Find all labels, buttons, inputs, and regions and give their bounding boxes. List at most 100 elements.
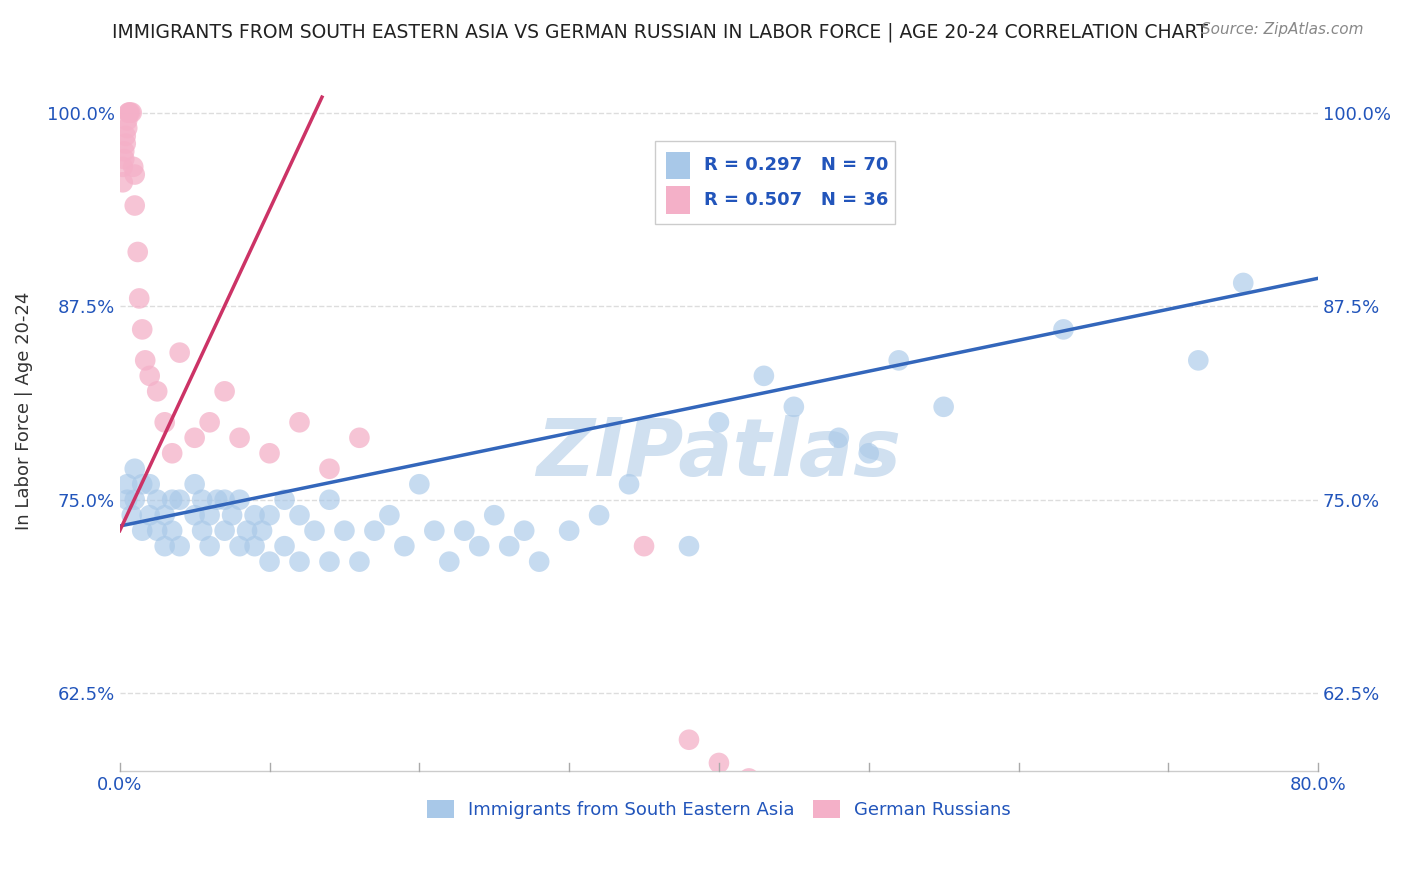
Y-axis label: In Labor Force | Age 20-24: In Labor Force | Age 20-24 (15, 292, 32, 530)
Point (124, 168, 146, 182)
Point (153, 508, 176, 523)
Point (858, 446, 880, 460)
Point (131, 322, 153, 336)
Point (288, 555, 311, 569)
Point (259, 446, 281, 460)
Point (122, 160, 145, 174)
Point (378, 508, 401, 523)
Point (160, 492, 183, 507)
Point (183, 431, 205, 445)
Point (363, 524, 385, 538)
Point (484, 508, 506, 523)
Point (633, 539, 655, 553)
Point (169, 539, 191, 553)
Point (678, 539, 700, 553)
Point (439, 555, 461, 569)
Point (111, 175, 134, 189)
Point (333, 524, 356, 538)
Point (288, 415, 311, 429)
Text: R = 0.297   N = 70: R = 0.297 N = 70 (704, 156, 889, 175)
Point (288, 508, 311, 523)
Point (558, 524, 581, 538)
Text: R = 0.507   N = 36: R = 0.507 N = 36 (704, 191, 889, 209)
Point (783, 400, 806, 414)
Point (138, 508, 160, 523)
Point (236, 524, 259, 538)
Point (128, 292, 150, 306)
Point (205, 492, 228, 507)
Point (153, 415, 176, 429)
Point (527, 555, 550, 569)
Point (273, 539, 295, 553)
Point (214, 384, 236, 399)
Point (318, 492, 340, 507)
Point (394, 539, 416, 553)
Point (124, 492, 146, 507)
Point (114, 128, 136, 143)
Point (250, 524, 273, 538)
Point (112, 145, 135, 159)
Point (1052, 322, 1074, 336)
Point (124, 198, 146, 212)
Point (423, 524, 446, 538)
Legend: Immigrants from South Eastern Asia, German Russians: Immigrants from South Eastern Asia, Germ… (419, 793, 1018, 827)
Point (191, 524, 214, 538)
Point (120, 105, 142, 120)
Point (349, 431, 371, 445)
Point (131, 477, 153, 491)
Point (134, 353, 156, 368)
Point (828, 431, 851, 445)
Point (198, 508, 221, 523)
Point (468, 539, 491, 553)
Point (115, 492, 138, 507)
Point (169, 492, 191, 507)
Point (318, 462, 340, 476)
Point (198, 415, 221, 429)
Point (228, 539, 250, 553)
Point (153, 539, 176, 553)
Point (124, 462, 146, 476)
Point (617, 477, 640, 491)
Point (131, 524, 153, 538)
Point (588, 508, 610, 523)
Point (118, 105, 141, 120)
Point (304, 524, 326, 538)
Point (221, 508, 243, 523)
Point (259, 508, 281, 523)
Point (146, 492, 169, 507)
Text: IMMIGRANTS FROM SOUTH EASTERN ASIA VS GERMAN RUSSIAN IN LABOR FORCE | AGE 20-24 : IMMIGRANTS FROM SOUTH EASTERN ASIA VS GE… (112, 22, 1208, 42)
Point (707, 415, 730, 429)
Point (115, 477, 138, 491)
Point (114, 136, 136, 151)
Point (138, 477, 160, 491)
Point (169, 345, 191, 359)
Point (932, 400, 955, 414)
Point (678, 732, 700, 747)
Point (752, 368, 775, 383)
Point (146, 384, 169, 399)
Point (408, 477, 430, 491)
Point (160, 524, 183, 538)
Point (228, 431, 250, 445)
Point (243, 539, 266, 553)
Point (513, 524, 536, 538)
Point (228, 492, 250, 507)
Point (191, 492, 214, 507)
Point (707, 756, 730, 770)
Point (115, 121, 138, 136)
Text: Source: ZipAtlas.com: Source: ZipAtlas.com (1201, 22, 1364, 37)
Point (183, 508, 205, 523)
Point (349, 555, 371, 569)
Point (118, 105, 141, 120)
Point (160, 446, 183, 460)
Point (243, 508, 266, 523)
Point (183, 477, 205, 491)
Point (121, 105, 143, 120)
Point (214, 492, 236, 507)
Point (112, 152, 135, 166)
Point (146, 524, 169, 538)
Point (498, 539, 520, 553)
Point (1232, 276, 1254, 290)
Point (259, 555, 281, 569)
Point (453, 524, 475, 538)
